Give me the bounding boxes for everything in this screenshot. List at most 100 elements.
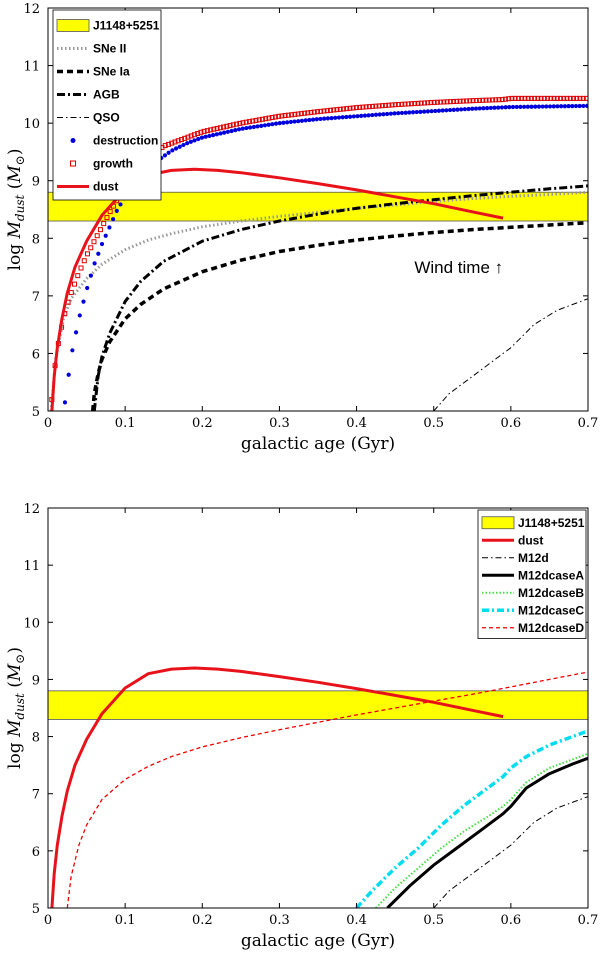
growth-marker bbox=[204, 128, 210, 134]
growth-marker bbox=[191, 132, 197, 138]
growth-marker bbox=[178, 137, 184, 143]
destruction-marker bbox=[266, 122, 271, 127]
destruction-marker bbox=[407, 110, 412, 115]
growth-marker bbox=[331, 107, 337, 113]
growth-marker bbox=[457, 98, 463, 104]
growth-marker bbox=[104, 215, 110, 221]
destruction-marker bbox=[381, 112, 386, 117]
legend-label: AGB bbox=[93, 88, 120, 102]
growth-marker bbox=[366, 104, 372, 110]
y-tick-label: 11 bbox=[23, 60, 40, 75]
growth-marker bbox=[583, 95, 588, 101]
growth-marker bbox=[525, 95, 531, 101]
series-m12dcasea bbox=[386, 756, 588, 908]
legend-swatch bbox=[481, 516, 515, 530]
legend-swatch bbox=[56, 19, 90, 32]
growth-marker bbox=[101, 221, 107, 227]
y-tick-label: 5 bbox=[32, 405, 40, 420]
legend: J1148+5251 SNe II SNe Ia AGB QSO destruction g… bbox=[52, 9, 162, 201]
destruction-marker bbox=[477, 106, 482, 111]
x-tick-label: 0.4 bbox=[346, 416, 367, 431]
destruction-marker bbox=[359, 113, 364, 118]
destruction-marker bbox=[259, 123, 264, 128]
destruction-marker bbox=[85, 285, 90, 291]
destruction-marker bbox=[118, 202, 123, 207]
growth-marker bbox=[75, 273, 81, 279]
legend-item-m12d: M12d bbox=[482, 551, 549, 565]
growth-marker bbox=[285, 112, 291, 118]
growth-marker bbox=[198, 129, 204, 135]
destruction-marker bbox=[503, 105, 508, 110]
series-dust bbox=[50, 666, 504, 908]
destruction-marker bbox=[62, 400, 68, 405]
growth-marker bbox=[415, 100, 421, 106]
destruction-marker bbox=[214, 132, 219, 137]
destruction-marker bbox=[262, 123, 268, 128]
destruction-marker bbox=[525, 104, 530, 109]
growth-marker bbox=[473, 98, 479, 104]
growth-marker bbox=[434, 99, 440, 105]
x-tick-label: 0.6 bbox=[501, 416, 522, 431]
growth-marker bbox=[412, 101, 418, 107]
destruction-marker bbox=[70, 348, 75, 353]
legend-label: J1148+5251 bbox=[93, 19, 160, 33]
growth-marker bbox=[240, 120, 246, 126]
growth-marker bbox=[263, 116, 269, 122]
destruction-marker bbox=[470, 106, 475, 111]
growth-marker bbox=[292, 111, 298, 117]
legend-label: SNe II bbox=[93, 42, 126, 56]
growth-marker bbox=[438, 99, 444, 105]
chart-bottom: 0 0.1 0.2 0.3 0.4 0.5 0.6 0.7 5 6 7 8 9 10 11 12 galacti… bbox=[5, 502, 598, 951]
growth-marker bbox=[311, 109, 317, 115]
growth-marker bbox=[399, 101, 405, 107]
growth-marker bbox=[541, 95, 547, 101]
series-group bbox=[50, 666, 588, 908]
destruction-marker bbox=[581, 103, 586, 109]
legend-box bbox=[52, 9, 162, 201]
growth-marker bbox=[496, 97, 502, 103]
destruction-marker bbox=[177, 144, 182, 149]
growth-marker bbox=[451, 99, 457, 105]
growth-marker bbox=[392, 102, 398, 108]
destruction-marker bbox=[96, 251, 101, 256]
destruction-marker bbox=[296, 119, 301, 124]
y-tick-label: 6 bbox=[32, 845, 40, 860]
growth-marker bbox=[162, 143, 168, 149]
destruction-marker bbox=[299, 118, 305, 123]
destruction-marker bbox=[396, 111, 401, 116]
growth-marker bbox=[477, 97, 483, 103]
destruction-marker bbox=[73, 330, 79, 335]
growth-marker bbox=[302, 110, 308, 116]
series-dust bbox=[50, 167, 504, 411]
axes-frame bbox=[47, 7, 589, 412]
legend-label: M12dcaseD bbox=[518, 621, 584, 635]
growth-marker bbox=[386, 102, 392, 108]
destruction-marker bbox=[81, 299, 86, 304]
growth-marker bbox=[321, 108, 327, 114]
destruction-marker bbox=[484, 105, 490, 111]
destruction-marker bbox=[314, 117, 319, 122]
destruction-marker bbox=[288, 119, 293, 125]
growth-marker bbox=[363, 104, 369, 110]
legend-item-m12dcasec: M12dcaseC bbox=[482, 603, 584, 617]
x-axis-label: galactic age (Gyr) bbox=[241, 931, 395, 951]
legend-item-sne-ii: SNe II bbox=[57, 42, 126, 56]
destruction-marker bbox=[273, 121, 279, 126]
growth-marker bbox=[558, 95, 564, 101]
growth-marker bbox=[334, 107, 340, 113]
destruction-marker bbox=[529, 104, 534, 109]
growth-marker bbox=[185, 134, 191, 140]
growth-marker bbox=[379, 103, 385, 109]
x-tick-label: 0.1 bbox=[115, 913, 136, 928]
growth-marker bbox=[418, 100, 424, 106]
destruction-marker bbox=[555, 104, 560, 109]
growth-marker bbox=[295, 111, 301, 117]
growth-marker bbox=[574, 95, 580, 101]
growth-marker bbox=[376, 103, 382, 109]
destruction-marker bbox=[425, 109, 430, 114]
destruction-marker bbox=[573, 103, 579, 109]
growth-marker bbox=[535, 95, 541, 101]
destruction-marker bbox=[240, 126, 245, 131]
growth-marker bbox=[208, 127, 214, 133]
growth-marker bbox=[570, 95, 576, 101]
